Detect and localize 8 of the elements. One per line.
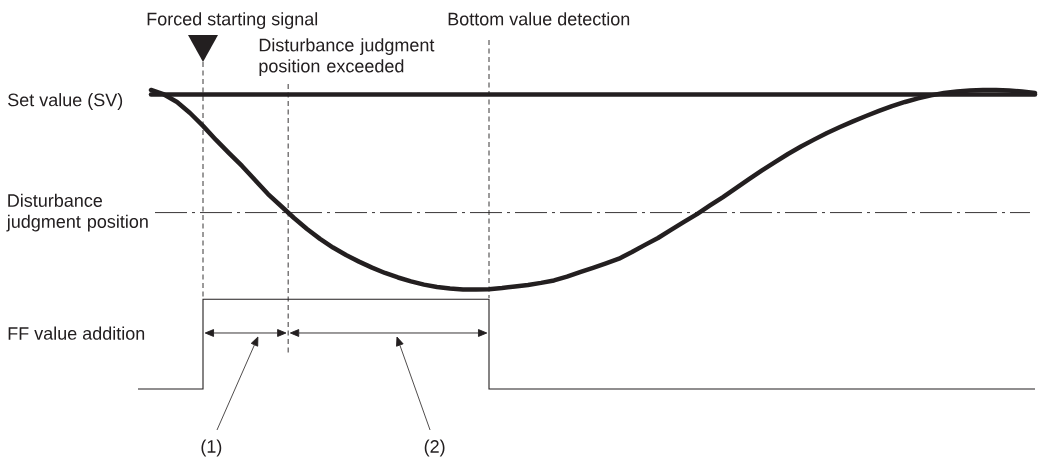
text: Forced starting signal — [147, 12, 318, 29]
text: (1) — [201, 439, 222, 457]
series-label: Set value (SV) — [8, 93, 123, 110]
ref-line-label: Disturbance judgment position — [6, 193, 148, 232]
text: FF value addition — [8, 326, 145, 340]
text: Disturbance judgment position exceeded — [259, 38, 435, 76]
text: (2) — [424, 439, 445, 457]
text: Bottom value detection — [448, 12, 630, 26]
